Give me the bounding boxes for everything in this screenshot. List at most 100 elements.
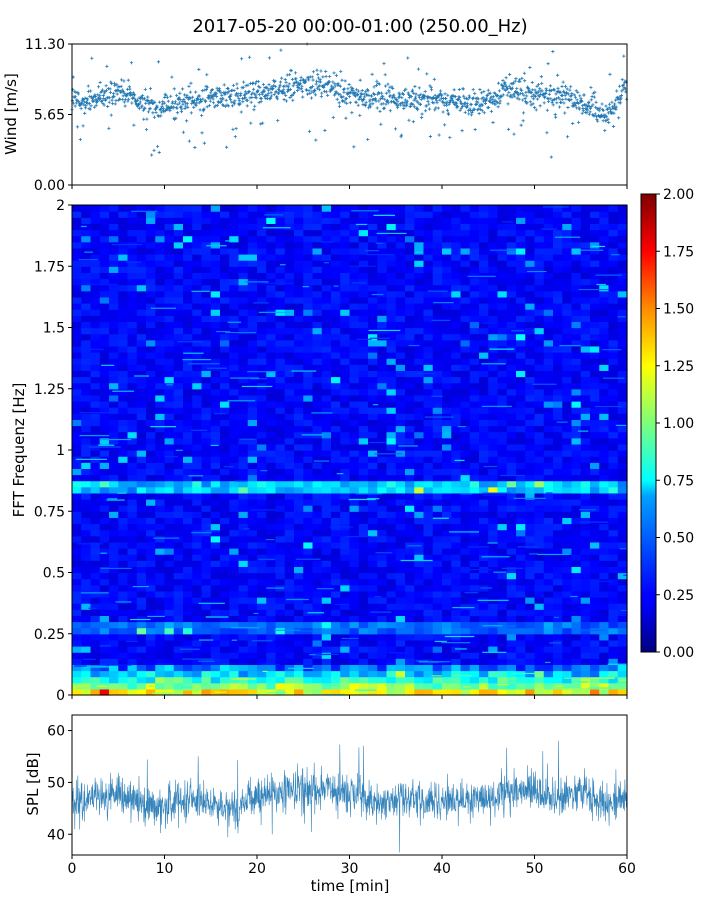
- spectrogram-cell: [312, 486, 323, 494]
- spectrogram-cell: [358, 474, 369, 482]
- spectrogram-cell: [220, 358, 230, 365]
- spectrogram-cell: [136, 578, 147, 586]
- spectrogram-cell: [331, 382, 341, 390]
- spectrogram-cell: [460, 474, 471, 482]
- spectrogram-cell: [506, 437, 517, 445]
- wind-point: [419, 92, 423, 96]
- spectrogram-cell: [525, 548, 536, 555]
- spectrogram-cell: [442, 474, 452, 482]
- wind-point: [414, 92, 418, 96]
- spectrogram-cell: [294, 535, 304, 543]
- spectrogram-cell: [127, 376, 138, 384]
- spectrogram-cell: [321, 523, 332, 531]
- spectrogram-cell: [460, 492, 471, 500]
- spectrogram-cell: [423, 474, 434, 482]
- spectrogram-cell: [525, 590, 536, 598]
- spectrogram-cell: [553, 419, 563, 427]
- wind-point: [110, 101, 115, 106]
- spectrogram-cell: [349, 688, 360, 696]
- wind-point: [342, 90, 346, 94]
- spectrogram-cell: [377, 376, 388, 384]
- spectrogram-cell: [571, 560, 582, 567]
- spectrogram-cell: [238, 456, 249, 463]
- spectrogram-cell: [516, 462, 526, 469]
- spectrogram-cell: [127, 566, 138, 574]
- spectrogram-cell: [580, 517, 591, 525]
- spectrogram-cell: [173, 566, 184, 574]
- spectrogram-cell: [90, 584, 101, 592]
- spectrogram-cell: [284, 431, 295, 439]
- spectrogram-cell: [442, 456, 452, 463]
- spectrogram-cell: [423, 621, 434, 629]
- spectrogram-cell: [99, 627, 110, 635]
- wind-point: [314, 79, 319, 83]
- wind-point: [607, 102, 612, 106]
- spectrogram-cell: [303, 670, 314, 678]
- spectrogram-cell: [118, 431, 129, 439]
- spectrogram-cell: [571, 401, 582, 408]
- spectrogram-cell: [479, 517, 489, 525]
- spectrogram-cell: [118, 480, 129, 488]
- wind-point: [563, 111, 567, 115]
- spectrogram-cell: [525, 425, 536, 433]
- spectrogram-cell: [395, 627, 406, 635]
- spectrogram-cell: [368, 431, 378, 439]
- spectrogram-cell: [210, 572, 221, 580]
- spectrogram-cell: [136, 505, 147, 512]
- wind-point: [172, 87, 176, 91]
- spectrogram-cell: [210, 364, 221, 371]
- spectrogram-cell: [358, 462, 369, 469]
- spectrogram-cell: [229, 450, 240, 457]
- spectrogram-cell: [164, 658, 175, 665]
- spectrogram-cell: [358, 327, 369, 335]
- spectrogram-cell: [331, 511, 341, 518]
- spectrogram-cell: [257, 548, 267, 555]
- spectrogram-cell: [506, 352, 517, 359]
- spectrogram-cell: [312, 443, 323, 451]
- spectrogram-cell: [386, 370, 397, 378]
- spectrogram-cell: [155, 468, 166, 476]
- spectrogram-cell: [553, 658, 563, 665]
- spectrogram-cell: [340, 352, 351, 359]
- wind-point: [83, 111, 87, 115]
- wind-point: [621, 88, 625, 92]
- spectrogram-cell: [72, 431, 82, 439]
- wind-point: [254, 96, 258, 100]
- spectrogram-cell: [294, 633, 304, 641]
- wind-point: [544, 88, 549, 93]
- spectrogram-cell: [608, 339, 619, 347]
- wind-point: [256, 88, 260, 92]
- spectrogram-cell: [405, 437, 415, 445]
- spectrogram-cell: [479, 633, 489, 641]
- wind-point: [153, 100, 157, 104]
- wind-point: [395, 106, 400, 110]
- spectrogram-cell: [90, 474, 101, 482]
- spectrogram-cell: [617, 609, 628, 616]
- spectrogram-cell: [543, 376, 554, 384]
- spectrogram-cell: [238, 474, 249, 482]
- spectrogram-cell: [183, 621, 193, 629]
- spectrogram-cell: [571, 590, 582, 598]
- spectrogram-cell: [183, 670, 193, 678]
- spectrogram-cell: [109, 633, 119, 641]
- wind-point: [178, 91, 182, 95]
- spectrogram-cell: [247, 388, 258, 396]
- spectrogram-cell: [479, 511, 489, 518]
- spectrogram-cell: [146, 339, 156, 347]
- wind-point: [117, 85, 121, 89]
- spectrogram-cell: [146, 523, 156, 531]
- spectrogram-cell: [497, 382, 508, 390]
- spectrogram-cell: [451, 474, 462, 482]
- spectrogram-cell: [386, 358, 397, 365]
- spectrogram-cell: [608, 535, 619, 543]
- spectrogram-cell: [516, 646, 526, 653]
- wind-point: [538, 86, 542, 91]
- spectrogram-cell: [275, 407, 286, 414]
- wind-point: [350, 111, 354, 115]
- spectrogram-cell: [469, 437, 480, 445]
- spectrogram-cell: [543, 333, 554, 341]
- spectrogram-cell: [173, 370, 184, 378]
- spectrogram-cell: [90, 352, 101, 359]
- spectrogram-cell: [303, 523, 314, 531]
- spectrogram-cell: [414, 584, 425, 592]
